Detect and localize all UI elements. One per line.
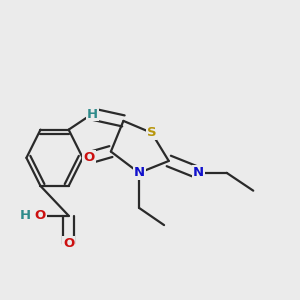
Text: H: H bbox=[20, 209, 32, 222]
Text: N: N bbox=[193, 166, 204, 179]
Text: N: N bbox=[134, 166, 145, 179]
Text: S: S bbox=[147, 126, 156, 139]
Text: O: O bbox=[83, 151, 94, 164]
Text: O: O bbox=[35, 209, 46, 222]
Text: O: O bbox=[63, 237, 74, 250]
Text: H: H bbox=[87, 107, 98, 121]
